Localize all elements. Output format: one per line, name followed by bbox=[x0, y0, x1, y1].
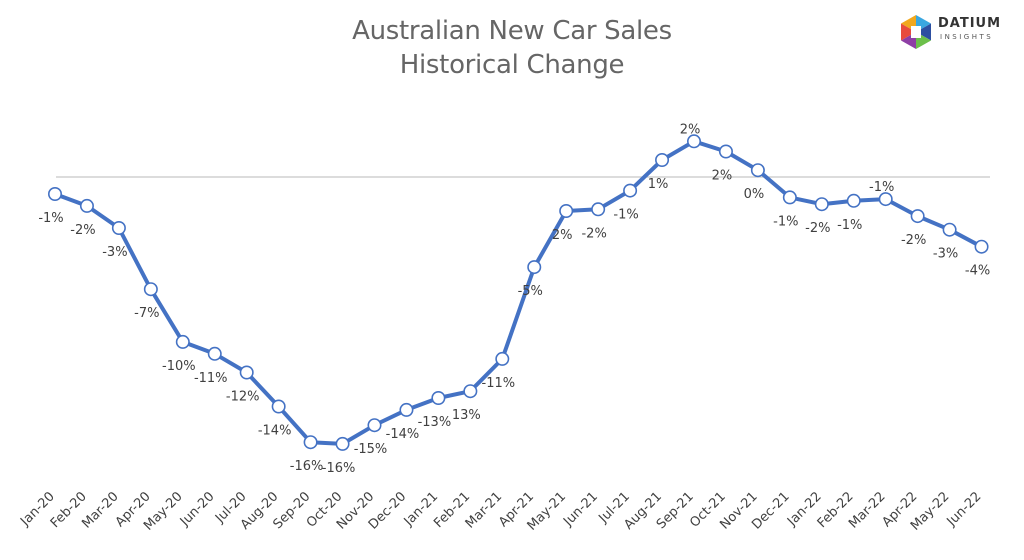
data-label-mar-22: -1% bbox=[869, 180, 894, 195]
chart-subtitle: Historical Change bbox=[399, 50, 625, 80]
data-point-jul-20 bbox=[239, 365, 254, 380]
chart-title: Australian New Car Sales bbox=[352, 16, 672, 46]
data-point-dec-20 bbox=[399, 402, 414, 417]
data-point-nov-20 bbox=[367, 418, 382, 433]
data-point-apr-22 bbox=[910, 209, 925, 224]
x-tick-label: Mar-22 bbox=[846, 489, 888, 531]
data-label-jan-21: -13% bbox=[418, 415, 452, 430]
x-tick-label: Jun-20 bbox=[177, 489, 218, 530]
data-point-jan-21 bbox=[431, 390, 446, 405]
logo-name: DATIUM bbox=[938, 16, 1002, 31]
data-label-sep-21: 2% bbox=[680, 122, 701, 137]
data-label-apr-20: -7% bbox=[134, 306, 159, 321]
data-point-jun-21 bbox=[591, 202, 606, 217]
datium-cube-icon bbox=[901, 15, 931, 49]
data-label-dec-20: -14% bbox=[386, 427, 420, 442]
data-label-jul-20: -12% bbox=[226, 390, 260, 405]
data-point-feb-21 bbox=[463, 384, 478, 399]
data-label-feb-21: 13% bbox=[452, 408, 481, 423]
data-label-dec-21: -1% bbox=[773, 214, 798, 229]
data-point-jan-20 bbox=[47, 187, 62, 202]
data-point-feb-22 bbox=[846, 193, 861, 208]
data-label-mar-21: -11% bbox=[482, 376, 516, 391]
data-label-mar-20: -3% bbox=[102, 245, 127, 260]
data-label-apr-22: -2% bbox=[901, 233, 926, 248]
data-point-dec-21 bbox=[782, 190, 797, 205]
data-label-may-21: 2% bbox=[552, 228, 573, 243]
data-label-apr-21: -5% bbox=[518, 284, 543, 299]
datium-logo: DATIUM INSIGHTS bbox=[900, 14, 1015, 54]
data-label-aug-20: -14% bbox=[258, 424, 292, 439]
data-point-jul-21 bbox=[623, 183, 638, 198]
data-label-may-20: -10% bbox=[162, 359, 196, 374]
data-point-jun-20 bbox=[207, 346, 222, 361]
data-point-mar-21 bbox=[495, 351, 510, 366]
x-tick-label: Mar-21 bbox=[463, 489, 505, 531]
data-point-feb-20 bbox=[79, 198, 94, 213]
data-point-jan-22 bbox=[814, 197, 829, 212]
data-point-aug-21 bbox=[655, 153, 670, 168]
data-point-may-20 bbox=[175, 334, 190, 349]
data-label-sep-20: -16% bbox=[290, 459, 324, 474]
data-point-apr-21 bbox=[527, 260, 542, 275]
data-label-aug-21: 1% bbox=[648, 177, 669, 192]
x-tick-label: Jun-21 bbox=[560, 489, 601, 530]
data-point-sep-21 bbox=[686, 134, 701, 149]
data-label-jun-21: -2% bbox=[581, 226, 606, 241]
x-tick-label: Jun-22 bbox=[944, 489, 985, 530]
data-label-jan-22: -2% bbox=[805, 221, 830, 236]
data-point-sep-20 bbox=[303, 435, 318, 450]
data-point-mar-22 bbox=[878, 192, 893, 207]
data-label-jun-22: -4% bbox=[965, 264, 990, 279]
data-label-nov-21: 0% bbox=[744, 187, 765, 202]
data-point-nov-21 bbox=[750, 163, 765, 178]
data-point-mar-20 bbox=[111, 221, 126, 236]
data-label-oct-21: 2% bbox=[712, 169, 733, 184]
logo-tagline: INSIGHTS bbox=[940, 33, 994, 41]
data-point-may-22 bbox=[942, 222, 957, 237]
data-point-apr-20 bbox=[143, 282, 158, 297]
data-point-jun-22 bbox=[974, 239, 989, 254]
data-point-oct-20 bbox=[335, 436, 350, 451]
data-label-jun-20: -11% bbox=[194, 371, 228, 386]
data-label-jan-20: -1% bbox=[38, 211, 63, 226]
data-label-oct-20: -16% bbox=[322, 461, 356, 476]
data-point-aug-20 bbox=[271, 399, 286, 414]
data-point-oct-21 bbox=[718, 144, 733, 159]
data-label-nov-20: -15% bbox=[354, 442, 388, 457]
data-label-jul-21: -1% bbox=[613, 208, 638, 223]
data-label-feb-20: -2% bbox=[70, 223, 95, 238]
data-point-may-21 bbox=[559, 204, 574, 219]
x-tick-label: Mar-20 bbox=[79, 489, 121, 531]
chart-title-block: Australian New Car Sales Historical Chan… bbox=[0, 14, 1024, 82]
data-label-feb-22: -1% bbox=[837, 218, 862, 233]
data-label-may-22: -3% bbox=[933, 247, 958, 262]
